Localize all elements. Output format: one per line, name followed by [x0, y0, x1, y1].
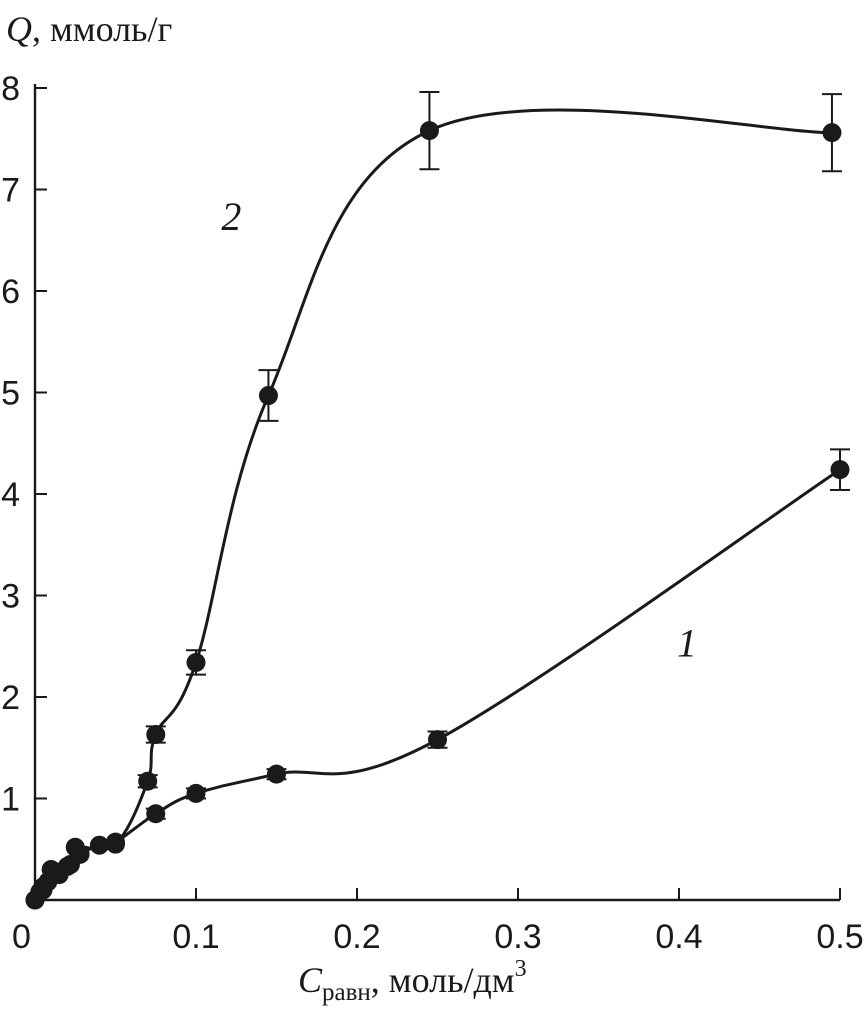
y-tick-label: 2: [1, 679, 20, 717]
x-tick-label: 0.1: [172, 918, 219, 956]
series-1-point: [89, 835, 109, 855]
series-1-point: [428, 730, 447, 750]
series-1-point: [146, 804, 166, 824]
series-2-point: [106, 834, 125, 854]
y-tick-label: 8: [1, 70, 20, 108]
series-2-curve-label: 2: [221, 194, 241, 239]
x-tick-label: 0.2: [333, 918, 380, 956]
series-2-point: [258, 386, 278, 406]
series-1-point: [267, 764, 286, 784]
x-axis-superscript: 3: [514, 956, 527, 982]
x-axis-subscript: равн: [322, 979, 371, 1006]
series-2-point: [60, 854, 80, 874]
y-axis-symbol: Q: [6, 9, 32, 49]
y-tick-label: 5: [1, 375, 20, 413]
y-tick-label: 1: [1, 781, 20, 819]
x-tick-label: 0.5: [816, 918, 863, 956]
y-axis-label: Q, ммоль/г: [6, 8, 172, 50]
series-1-line: [33, 468, 842, 902]
x-axis-unit: , моль/дм: [370, 960, 515, 1000]
x-axis-symbol: C: [298, 960, 323, 1000]
y-tick-label: 7: [1, 172, 20, 210]
x-tick-label: 0.4: [655, 918, 702, 956]
y-axis-unit: , ммоль/г: [32, 9, 173, 49]
y-tick-label: 4: [1, 476, 20, 514]
series-2-point: [138, 771, 158, 791]
x-tick-label: 0.3: [494, 918, 541, 956]
series-2-point: [419, 121, 439, 141]
chart-axes: [33, 84, 840, 902]
y-tick-label: 3: [1, 578, 20, 616]
series-2-point: [65, 837, 85, 857]
series-2-point: [33, 880, 53, 900]
chart-points: [25, 91, 850, 910]
series-1-point: [186, 783, 206, 803]
series-2-point: [146, 725, 166, 745]
x-axis-label: Cравн, моль/дм3: [298, 956, 527, 1007]
series-1-curve-label: 1: [677, 620, 697, 665]
series-1-point: [830, 460, 850, 480]
y-tick-label: 6: [1, 273, 20, 311]
series-2-point: [822, 123, 842, 143]
x-tick-label: 0: [12, 918, 31, 956]
series-2-point: [186, 652, 206, 672]
chart-curve-labels: 12: [221, 194, 697, 665]
